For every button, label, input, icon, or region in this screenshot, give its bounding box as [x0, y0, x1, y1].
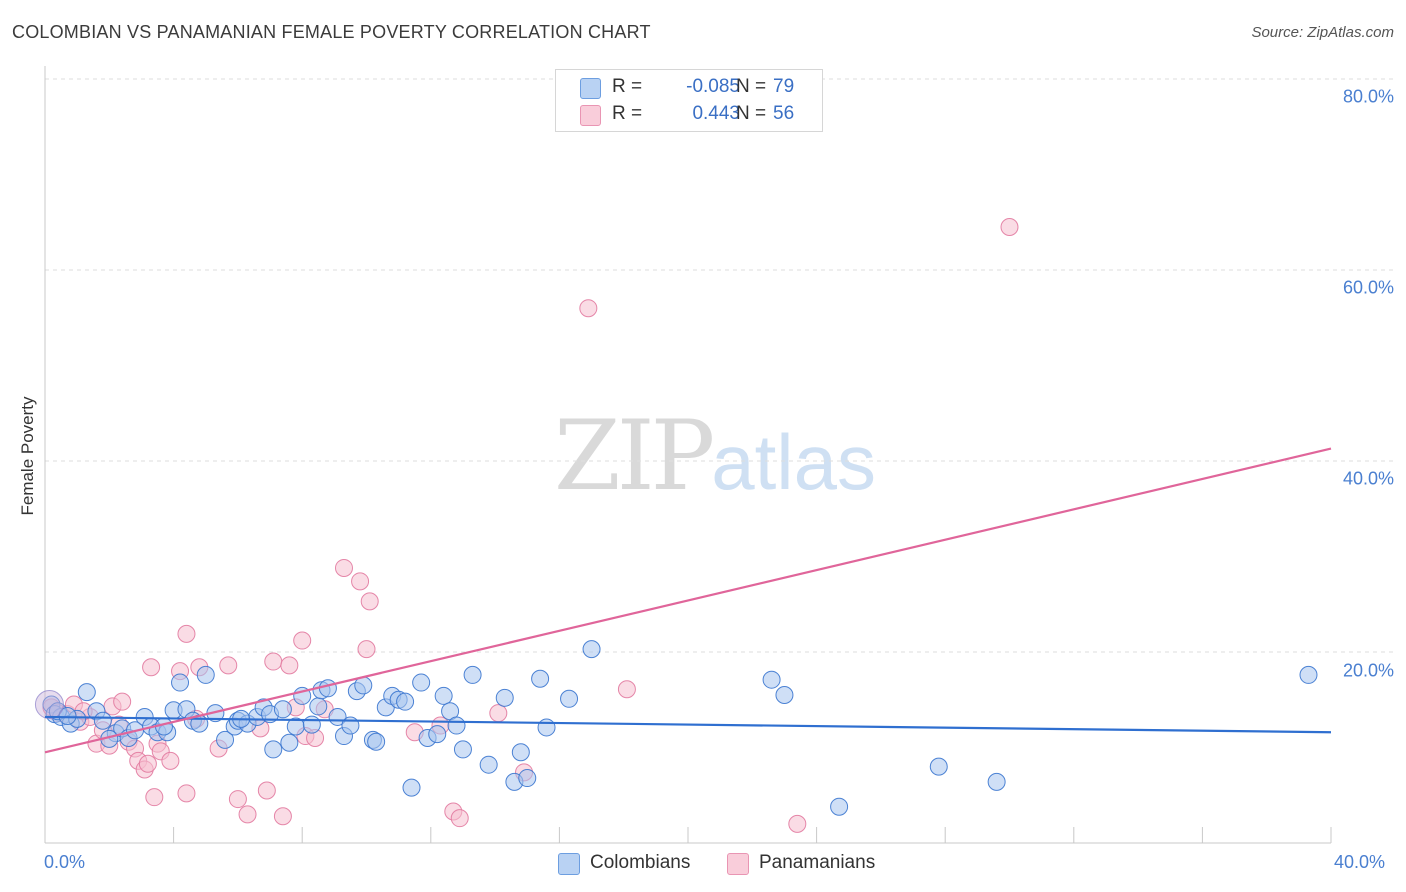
legend-swatch-colombians — [580, 78, 601, 99]
panamanians-point — [113, 692, 132, 711]
legend-r-value-colombians: -0.085 — [686, 76, 740, 97]
y-tick-label-20: 20.0% — [1342, 660, 1394, 681]
legend-r-label: R = — [612, 103, 643, 124]
legend-r-value-panamanians: 0.443 — [692, 103, 740, 124]
colombians-point — [762, 670, 781, 689]
colombians-trend-line — [44, 715, 1332, 734]
y-tick-label-60: 60.0% — [1342, 277, 1394, 298]
colombians-point — [402, 778, 421, 797]
panamanians-point — [280, 656, 299, 675]
colombians-point — [428, 725, 447, 744]
y-tick-label-80: 80.0% — [1342, 86, 1394, 107]
colombians-point — [280, 733, 299, 752]
panamanians-point — [360, 592, 379, 611]
panamanians-point — [489, 704, 508, 723]
panamanians-point — [617, 680, 636, 699]
colombians-point — [77, 683, 96, 702]
colombians-point — [1299, 665, 1318, 684]
panamanians-point — [264, 652, 283, 671]
panamanians-point — [138, 754, 157, 773]
colombians-point — [511, 743, 530, 762]
colombians-point — [367, 732, 386, 751]
y-tick-label-40: 40.0% — [1342, 468, 1394, 489]
watermark-atlas: atlas — [711, 418, 876, 506]
colombians-point — [171, 673, 190, 692]
correlation-legend: R = -0.085 N = 79 R = 0.443 N = 56 — [555, 69, 823, 132]
colombians-point — [434, 686, 453, 705]
legend-n-value-colombians: 79 — [773, 76, 795, 97]
panamanians-point — [177, 624, 196, 643]
panamanians-point — [257, 781, 276, 800]
colombians-point — [830, 797, 849, 816]
colombians-point — [453, 740, 472, 759]
panamanians-point — [161, 751, 180, 770]
watermark-zip: ZIP — [554, 400, 715, 512]
panamanians-point — [1000, 218, 1019, 237]
x-tick-label-min: 0.0% — [44, 852, 86, 872]
bottom-legend-swatch-panamanians — [727, 853, 749, 875]
colombians-point — [463, 665, 482, 684]
grid-lines — [45, 78, 1393, 653]
legend-swatch-panamanians — [580, 105, 601, 126]
colombians-point — [318, 679, 337, 698]
colombians-point — [412, 673, 431, 692]
colombians-point — [302, 715, 321, 734]
bottom-legend-label-colombians: Colombians — [590, 852, 691, 873]
trend-lines — [44, 447, 1332, 754]
colombians-point — [447, 716, 466, 735]
legend-r-label: R = — [612, 76, 643, 97]
panamanians-point — [788, 814, 807, 833]
panamanians-trend-line — [44, 447, 1332, 754]
panamanians-point — [142, 658, 161, 677]
colombians-point — [987, 772, 1006, 791]
colombians-point — [273, 700, 292, 719]
colombians-point — [58, 706, 77, 725]
panamanians-points — [42, 218, 1019, 833]
source-label: Source: ZipAtlas.com — [1251, 24, 1394, 41]
colombians-point — [775, 685, 794, 704]
colombians-point — [264, 740, 283, 759]
colombians-point — [560, 689, 579, 708]
x-tick-label-max: 40.0% — [1334, 852, 1386, 872]
legend-n-label: N = — [736, 76, 767, 97]
panamanians-point — [579, 299, 598, 318]
panamanians-point — [145, 788, 164, 807]
panamanians-point — [293, 631, 312, 650]
legend-n-value-panamanians: 56 — [773, 103, 795, 124]
colombians-point — [537, 718, 556, 737]
colombians-point — [582, 640, 601, 659]
watermark: ZIPatlas — [554, 400, 876, 512]
colombians-point — [93, 711, 112, 730]
colombians-point — [495, 688, 514, 707]
colombians-cluster-point — [34, 690, 64, 720]
panamanians-point — [357, 640, 376, 659]
colombians-point — [216, 730, 235, 749]
panamanians-point — [450, 809, 469, 828]
colombians-point — [531, 669, 550, 688]
colombians-point — [309, 697, 328, 716]
colombians-point — [518, 769, 537, 788]
panamanians-point — [219, 656, 238, 675]
colombians-point — [396, 692, 415, 711]
panamanians-point — [228, 790, 247, 809]
colombians-point — [479, 755, 498, 774]
bottom-legend-swatch-colombians — [558, 853, 580, 875]
panamanians-point — [273, 807, 292, 826]
panamanians-point — [334, 558, 353, 577]
colombians-point — [929, 757, 948, 776]
legend-n-label: N = — [736, 103, 767, 124]
chart-title: COLOMBIAN VS PANAMANIAN FEMALE POVERTY C… — [12, 22, 651, 42]
panamanians-point — [177, 784, 196, 803]
colombians-point — [196, 665, 215, 684]
panamanians-point — [351, 572, 370, 591]
colombians-points — [34, 640, 1318, 816]
panamanians-point — [238, 805, 257, 824]
bottom-legend-label-panamanians: Panamanians — [759, 852, 876, 873]
